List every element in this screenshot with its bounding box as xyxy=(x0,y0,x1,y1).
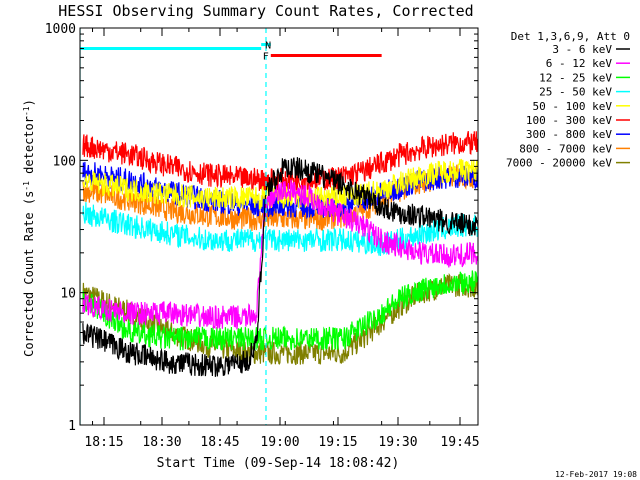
legend-header: Det 1,3,6,9, Att 0 xyxy=(511,30,630,43)
legend-label-6-12-kev: 6 - 12 keV xyxy=(546,57,613,70)
plot-frame xyxy=(79,27,479,426)
legend-label-800-7000-kev: 800 - 7000 keV xyxy=(519,142,612,155)
legend-label-7000-20000-kev: 7000 - 20000 keV xyxy=(506,157,612,170)
y-label-superscript: -1 xyxy=(22,181,31,191)
plot-area xyxy=(80,28,478,425)
x-tick-label: 19:15 xyxy=(318,435,357,450)
x-tick-label: 19:45 xyxy=(440,435,479,450)
legend-label-3-6-kev: 3 - 6 keV xyxy=(552,43,612,56)
y-tick-label: 1000 xyxy=(45,22,76,37)
footer-timestamp: 12-Feb-2017 19:08 xyxy=(555,470,637,479)
x-tick-label: 18:45 xyxy=(200,435,239,450)
legend-label-12-25-kev: 12 - 25 keV xyxy=(539,71,612,84)
y-label-superscript: -1 xyxy=(22,106,31,116)
y-label-text: Corrected Count Rate (s xyxy=(22,191,36,357)
y-tick-label: 1 xyxy=(68,419,76,434)
series-line-6-12-kev-seg-0 xyxy=(82,179,478,330)
chart-title: HESSI Observing Summary Count Rates, Cor… xyxy=(58,2,473,20)
axes: 1 10 100 1000 18:15 18:30 18:45 19:00 19:15 19:30… xyxy=(22,22,480,450)
legend-label-25-50-kev: 25 - 50 keV xyxy=(539,86,612,99)
legend-label-100-300-kev: 100 - 300 keV xyxy=(526,114,612,127)
y-label-text: ) xyxy=(22,99,36,106)
series-line-25-50-kev-seg-0 xyxy=(82,202,478,257)
series-line-100-300-kev-seg-0 xyxy=(82,131,478,192)
y-tick-label: 100 xyxy=(53,154,76,169)
x-axis-label: Start Time (09-Sep-14 18:08:42) xyxy=(157,456,400,471)
x-tick-label: 18:30 xyxy=(142,435,181,450)
legend-label-50-100-kev: 50 - 100 keV xyxy=(533,100,613,113)
y-axis-label: Corrected Count Rate (s-1 detector-1) xyxy=(22,99,37,357)
series-line-3-6-kev-seg-0 xyxy=(82,157,478,377)
series-line-12-25-kev-seg-0 xyxy=(82,270,478,351)
flag-label-n: N xyxy=(265,41,271,52)
x-tick-label: 18:15 xyxy=(84,435,123,450)
x-tick-label: 19:00 xyxy=(260,435,299,450)
flag-label-f: F xyxy=(263,51,269,62)
y-label-text: detector xyxy=(22,116,36,181)
legend-label-300-800-kev: 300 - 800 keV xyxy=(526,128,612,141)
x-tick-label: 19:30 xyxy=(378,435,417,450)
y-tick-label: 10 xyxy=(60,287,76,302)
